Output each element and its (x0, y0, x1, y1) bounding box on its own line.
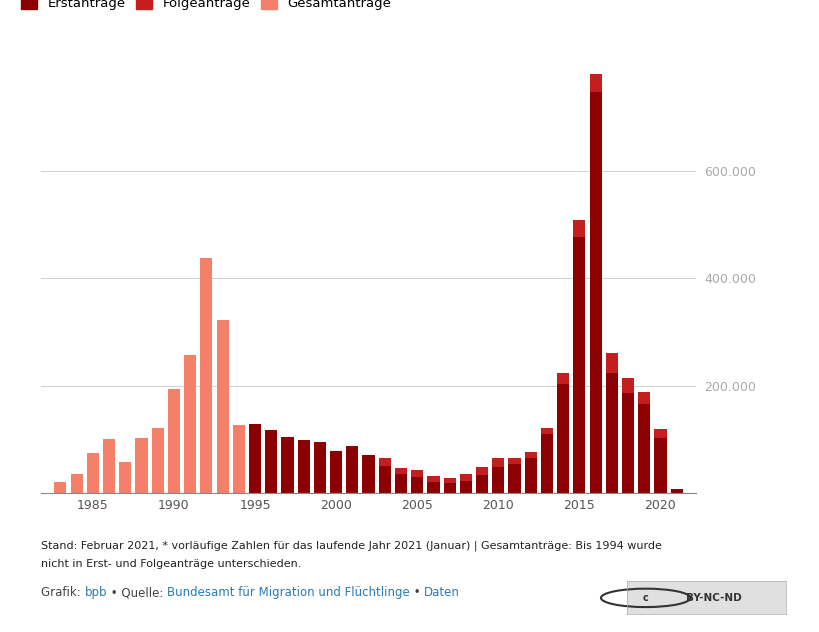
Text: Daten: Daten (424, 586, 460, 600)
Bar (557, 374, 569, 384)
Text: Stand: Februar 2021, * vorläufige Zahlen für das laufende Jahr 2021 (Januar) | G: Stand: Februar 2021, * vorläufige Zahlen… (41, 540, 662, 551)
Bar (606, 353, 618, 374)
Bar (606, 374, 618, 493)
Text: BY-NC-ND: BY-NC-ND (686, 593, 742, 603)
Bar (201, 258, 212, 493)
Bar (476, 467, 488, 475)
Bar (330, 451, 342, 493)
Bar (282, 437, 293, 493)
Bar (541, 428, 553, 434)
Bar (590, 74, 602, 92)
Text: nicht in Erst- und Folgeanträge unterschieden.: nicht in Erst- und Folgeanträge untersch… (41, 559, 301, 569)
Bar (459, 474, 472, 481)
Bar (395, 468, 407, 474)
Bar (265, 430, 278, 493)
Bar (135, 437, 147, 493)
Bar (103, 439, 115, 493)
Bar (459, 481, 472, 493)
Bar (363, 455, 374, 493)
Bar (590, 92, 602, 493)
Bar (671, 489, 683, 493)
Bar (428, 477, 440, 482)
Bar (573, 237, 586, 493)
Bar (120, 462, 131, 493)
Bar (378, 458, 391, 466)
Text: Grafik:: Grafik: (41, 586, 84, 600)
Bar (54, 482, 66, 493)
Bar (346, 446, 359, 493)
Bar (314, 442, 326, 493)
Bar (184, 355, 197, 493)
Bar (638, 404, 650, 493)
Text: bpb: bpb (84, 586, 107, 600)
Bar (492, 458, 505, 467)
Bar (87, 453, 99, 493)
Bar (654, 438, 667, 493)
Bar (216, 320, 229, 493)
Bar (428, 482, 440, 493)
Bar (411, 477, 423, 493)
Bar (525, 458, 536, 493)
Bar (70, 474, 83, 493)
Bar (444, 478, 455, 483)
Legend: Erstanträge, Folgeanträge, Gesamtanträge: Erstanträge, Folgeanträge, Gesamtanträge (21, 0, 391, 10)
Bar (297, 440, 310, 493)
Bar (249, 424, 261, 493)
Bar (573, 220, 586, 237)
Bar (509, 465, 521, 493)
Bar (476, 475, 488, 493)
Bar (411, 470, 423, 477)
Bar (395, 474, 407, 493)
Bar (622, 393, 634, 493)
Bar (638, 392, 650, 404)
Bar (654, 428, 667, 438)
Bar (152, 428, 164, 493)
Text: Bundesamt für Migration und Flüchtlinge: Bundesamt für Migration und Flüchtlinge (167, 586, 410, 600)
Bar (444, 483, 455, 493)
Text: • Quelle:: • Quelle: (107, 586, 167, 600)
Bar (233, 425, 245, 493)
Bar (378, 466, 391, 493)
Bar (525, 452, 536, 458)
Bar (541, 434, 553, 493)
Text: c: c (643, 593, 649, 603)
Text: •: • (410, 586, 424, 600)
Bar (509, 458, 521, 465)
Bar (622, 378, 634, 393)
Bar (557, 384, 569, 493)
Bar (492, 467, 505, 493)
Bar (168, 389, 180, 493)
